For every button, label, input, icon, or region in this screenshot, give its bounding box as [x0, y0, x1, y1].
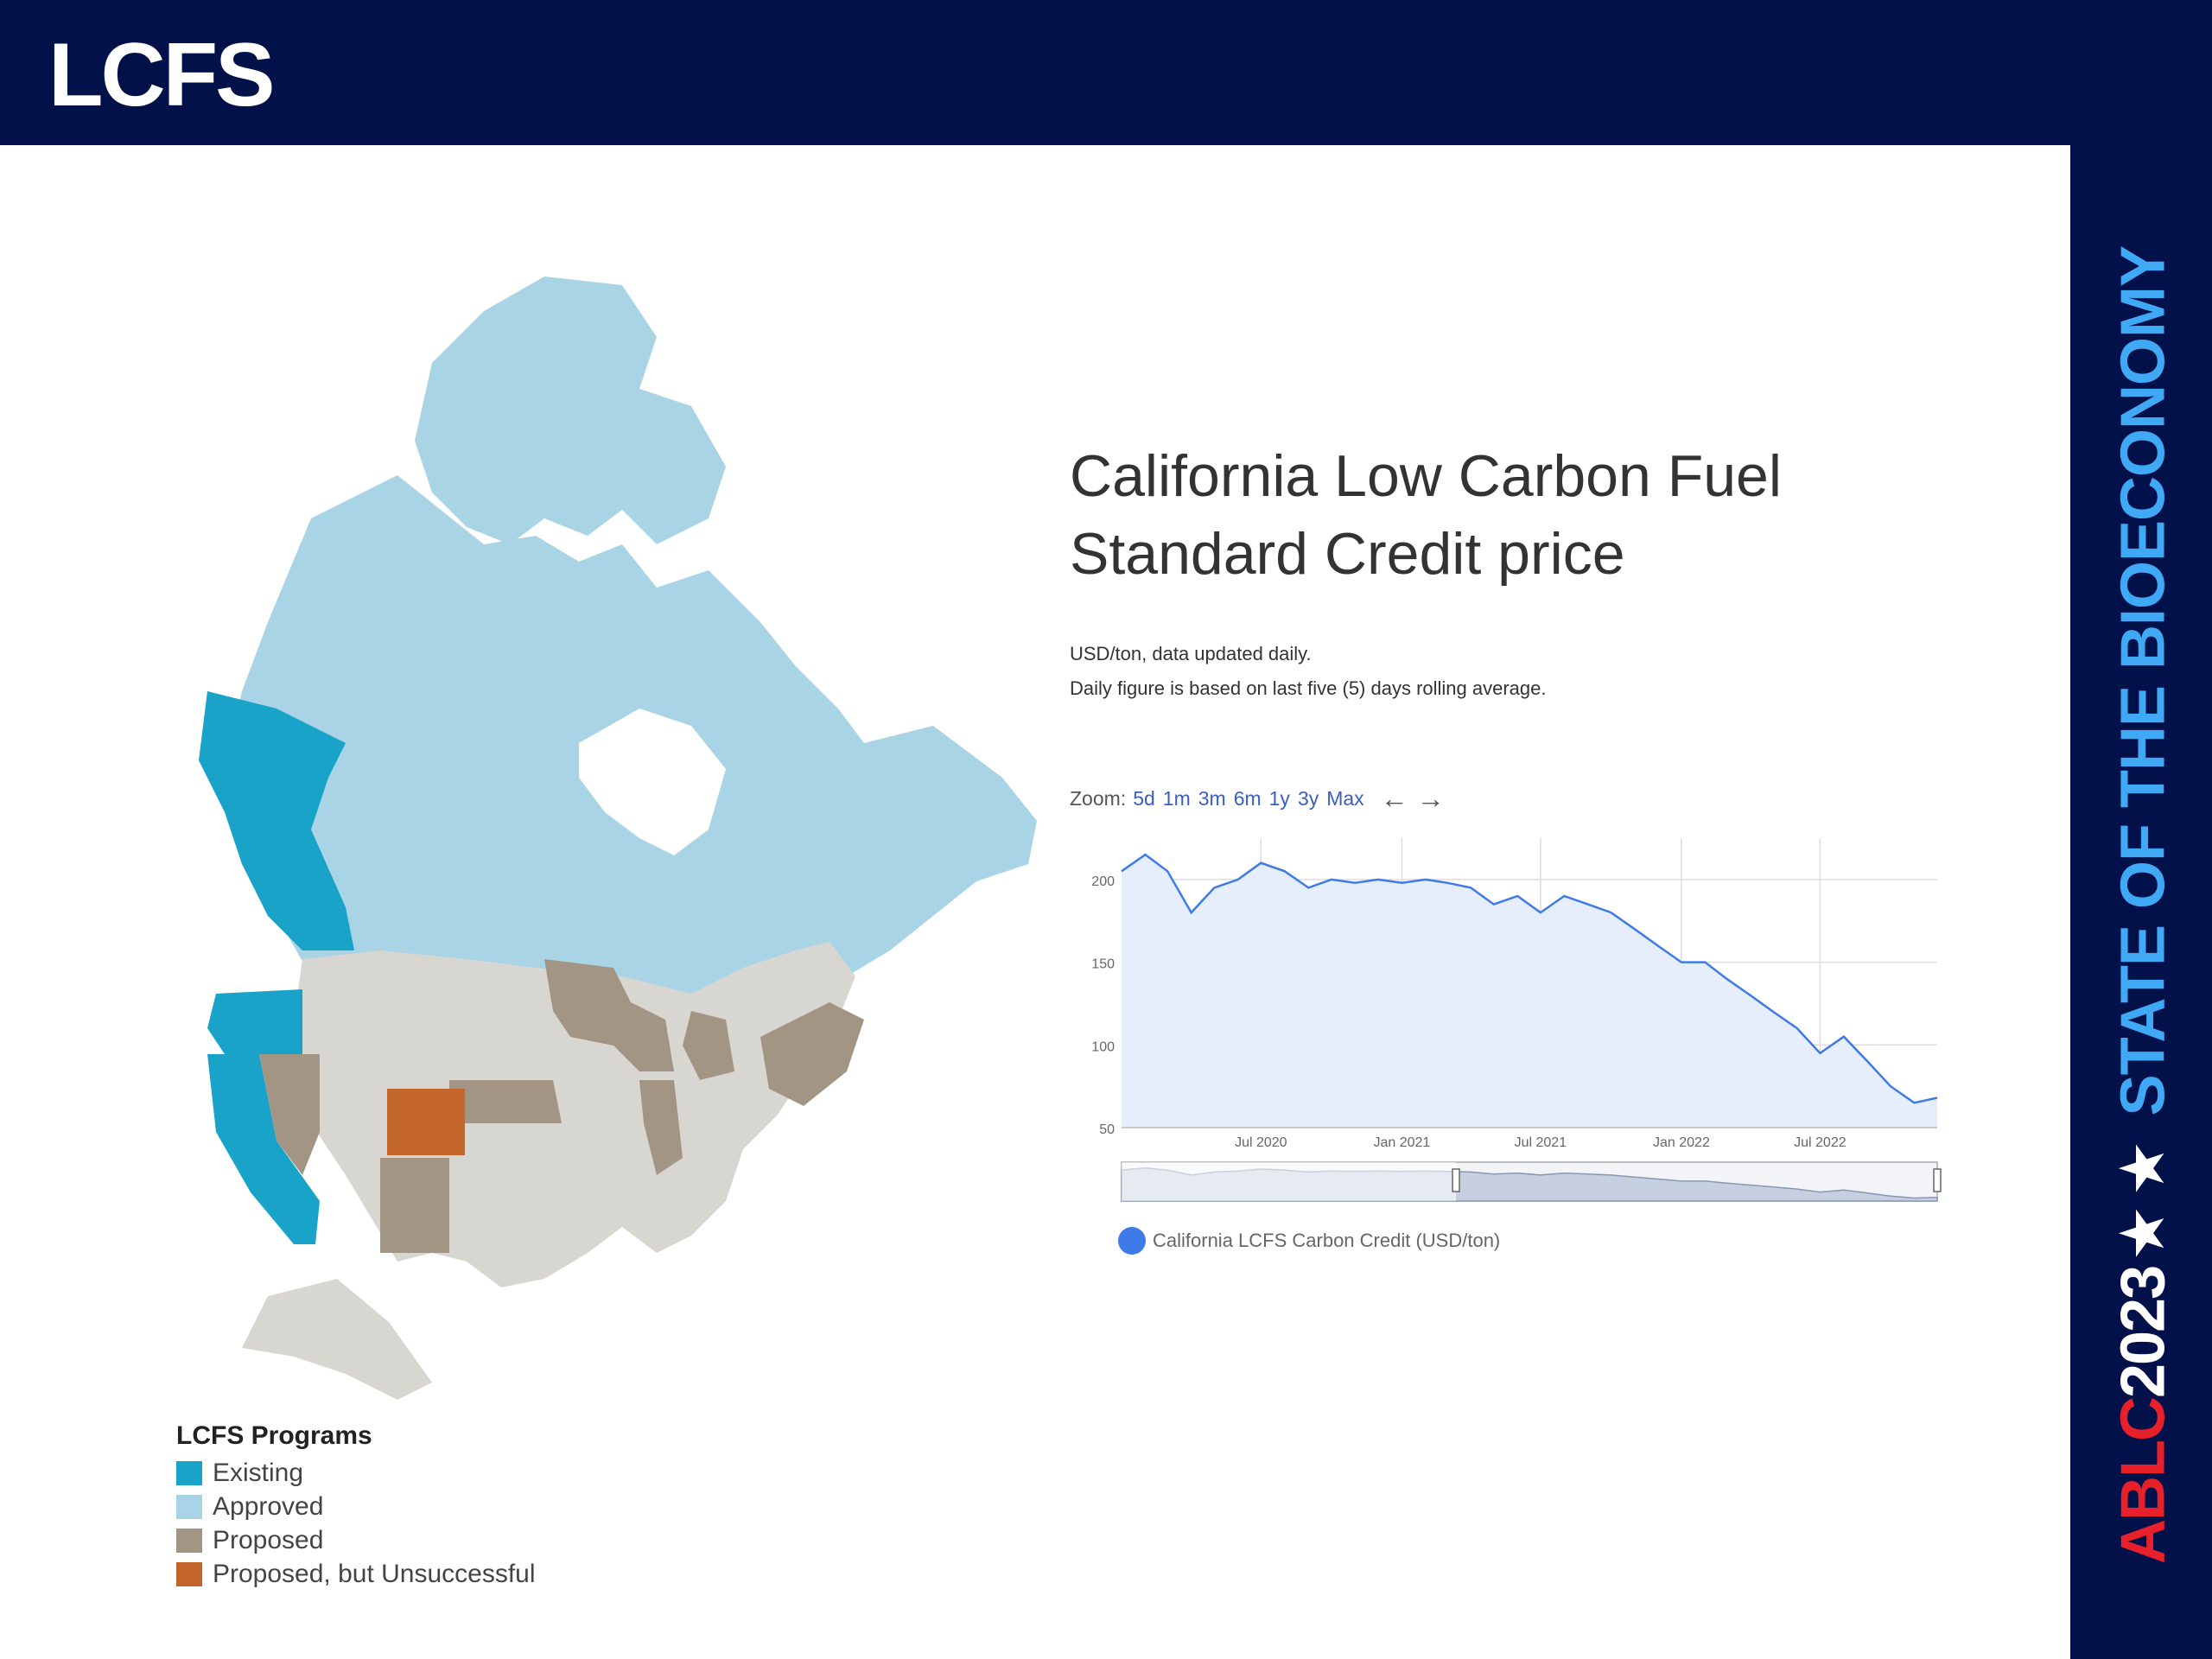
map-illinois — [639, 1080, 683, 1175]
map-minnesota-wisconsin — [544, 959, 674, 1071]
x-tick-label: Jul 2020 — [1235, 1135, 1287, 1150]
x-tick-label: Jan 2021 — [1373, 1135, 1430, 1150]
header-bar — [0, 0, 2212, 145]
legend-label: Proposed — [213, 1525, 324, 1554]
legend-swatch — [176, 1528, 202, 1553]
navigator-handle-left — [1452, 1168, 1460, 1192]
lcfs-map — [199, 276, 1037, 1400]
map-british-columbia — [199, 691, 354, 950]
zoom-controls: Zoom: 5d 1m 3m 6m 1y 3y Max ← → — [1070, 783, 1445, 815]
brand-tagline: STATE OF THE BIOECONOMY — [2108, 245, 2178, 1116]
series-area — [1122, 855, 1937, 1128]
y-tick-label: 100 — [1091, 1039, 1115, 1054]
arrow-left-icon[interactable]: ← — [1380, 783, 1408, 814]
map-michigan — [683, 1011, 734, 1080]
legend-item-unsuccessful: Proposed, but Unsuccessful — [176, 1557, 536, 1591]
price-chart: 50 100 150 200 Jul 2020 Jan 2021 Jul 2021 Jan 2… — [1091, 838, 1942, 1202]
zoom-3y-button[interactable]: 3y — [1297, 787, 1319, 810]
navigator-handle-right — [1933, 1168, 1942, 1192]
map-hudson-bay — [579, 709, 726, 855]
legend-item-proposed: Proposed — [176, 1523, 536, 1557]
zoom-label: Zoom: — [1070, 787, 1127, 810]
legend-swatch — [176, 1494, 202, 1519]
chart-title: California Low Carbon Fuel Standard Cred… — [1070, 437, 2020, 593]
y-tick-label: 200 — [1091, 874, 1115, 889]
legend-item-approved: Approved — [176, 1490, 536, 1523]
map-california — [207, 1054, 320, 1244]
x-tick-label: Jul 2021 — [1515, 1135, 1567, 1150]
chart-title-line1: California Low Carbon Fuel — [1070, 443, 1782, 509]
map-legend: LCFS Programs Existing Approved Proposed… — [176, 1421, 536, 1591]
arrow-right-icon[interactable]: → — [1416, 783, 1445, 814]
zoom-max-button[interactable]: Max — [1326, 787, 1364, 810]
chart-subtitle-units: USD/ton, data updated daily. — [1070, 643, 1312, 664]
brand-vertical-text: ABLC2023 ★ ★ STATE OF THE BIOECONOMY — [2104, 95, 2179, 1564]
zoom-6m-button[interactable]: 6m — [1233, 787, 1262, 810]
zoom-1m-button[interactable]: 1m — [1162, 787, 1191, 810]
map-nebraska — [449, 1080, 562, 1123]
series-legend-label: California LCFS Carbon Credit (USD/ton) — [1153, 1230, 1501, 1251]
legend-label: Existing — [213, 1458, 304, 1487]
y-tick-label: 50 — [1099, 1122, 1115, 1137]
map-canada-north — [415, 276, 726, 544]
series-line — [1121, 853, 1938, 1104]
map-new-mexico — [380, 1158, 449, 1253]
legend-title: LCFS Programs — [176, 1421, 372, 1450]
navigator-mask — [1122, 1162, 1457, 1201]
map-colorado — [387, 1089, 465, 1155]
legend-swatch — [176, 1460, 202, 1485]
zoom-1y-button[interactable]: 1y — [1268, 787, 1290, 810]
map-northeast — [760, 1002, 864, 1106]
y-tick-label: 150 — [1091, 957, 1115, 972]
slide-title: LCFS — [48, 25, 276, 125]
chart-subtitle-method: Daily figure is based on last five (5) d… — [1070, 677, 1547, 699]
x-tick-label: Jan 2022 — [1653, 1135, 1710, 1150]
legend-swatch — [176, 1561, 202, 1586]
brand-sidebar — [2070, 0, 2212, 1659]
map-nevada — [259, 1054, 320, 1175]
legend-label: Proposed, but Unsuccessful — [213, 1559, 536, 1588]
zoom-5d-button[interactable]: 5d — [1133, 787, 1155, 810]
star-icon: ★ ★ — [2111, 1143, 2174, 1258]
map-alaska — [242, 1279, 432, 1400]
brand-year: 2023 — [2108, 1266, 2178, 1399]
x-tick-label: Jul 2022 — [1794, 1135, 1847, 1150]
map-washington-oregon — [207, 989, 302, 1054]
series-legend-dot-icon — [1118, 1227, 1146, 1255]
series-legend[interactable]: California LCFS Carbon Credit (USD/ton) — [1118, 1227, 1500, 1255]
brand-ablc: ABLC — [2108, 1398, 2178, 1564]
legend-label: Approved — [213, 1491, 324, 1521]
legend-item-existing: Existing — [176, 1456, 536, 1490]
chart-title-line2: Standard Credit price — [1070, 521, 1625, 587]
zoom-3m-button[interactable]: 3m — [1198, 787, 1226, 810]
